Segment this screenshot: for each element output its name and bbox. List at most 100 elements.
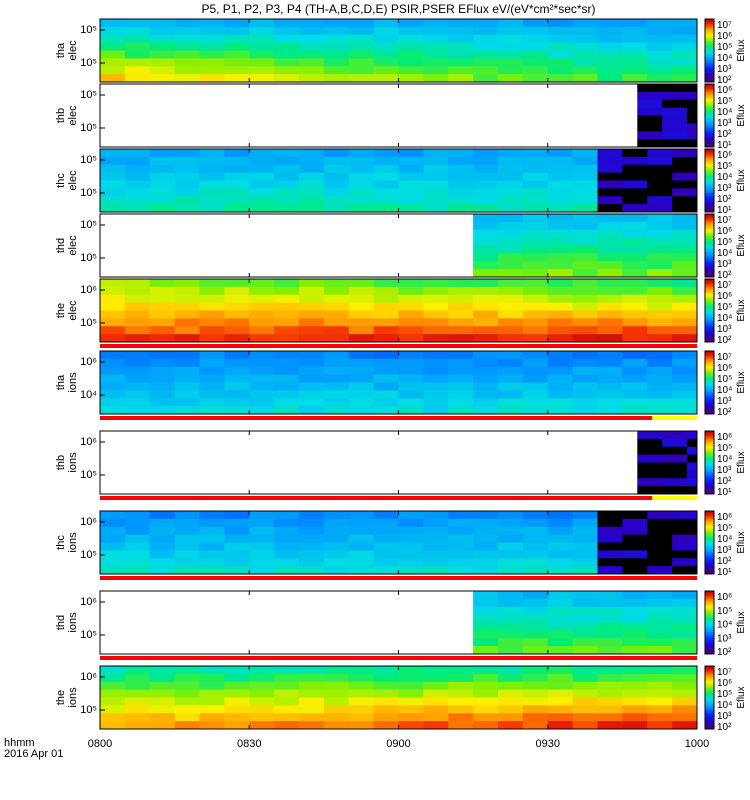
spectrogram-cell [174, 511, 200, 520]
colorbar-tick-label: 10² [717, 647, 732, 658]
colorbar-swatch [705, 688, 714, 691]
spectrogram-cell [473, 542, 499, 551]
spectrogram-cell [348, 66, 375, 75]
spectrogram-cell [149, 666, 176, 675]
spectrogram-cell [398, 550, 424, 559]
colorbar-swatch [705, 518, 714, 521]
spectrogram-cell [199, 149, 225, 158]
colorbar-tick-label: 10⁵ [717, 374, 732, 385]
spectrogram-cell [473, 390, 499, 399]
colorbar-swatch [705, 605, 714, 608]
spectrogram-cell [124, 326, 151, 335]
spectrogram-cell [572, 149, 598, 158]
colorbar-tick-label: 10² [717, 335, 732, 346]
colorbar-swatch [705, 515, 714, 518]
spectrogram-cell [100, 705, 126, 714]
spectrogram-cell [224, 66, 250, 75]
y-tick-label: 10⁵ [80, 89, 97, 101]
spectrogram-cell [572, 302, 598, 311]
spectrogram-cell [348, 50, 375, 59]
y-axis-label-probe: tha [55, 374, 67, 390]
spectrogram-cell [249, 382, 275, 391]
colorbar-tick-label: 10⁴ [717, 454, 732, 465]
spectrogram-cell [448, 74, 474, 83]
colorbar-swatch [705, 326, 714, 329]
spectrogram-cell [622, 19, 648, 28]
spectrogram-cell [423, 366, 449, 376]
spectrogram-cell [174, 204, 200, 213]
colorbar-swatch [705, 702, 714, 705]
colorbar-swatch [705, 708, 714, 711]
spectrogram-cell [498, 689, 524, 698]
colorbar-swatch [705, 191, 714, 194]
spectrogram-cell [224, 164, 250, 174]
spectrogram-cell [373, 188, 399, 197]
spectrogram-cell [398, 542, 424, 551]
spectrogram-cell [473, 374, 499, 383]
colorbar-swatch [705, 321, 714, 324]
figure-title: P5, P1, P2, P3, P4 (TH-A,B,C,D,E) PSIR,P… [201, 2, 596, 16]
spectrogram-cell [672, 713, 698, 722]
colorbar-swatch [705, 264, 714, 267]
spectrogram-cell [398, 382, 424, 391]
colorbar-swatch [705, 492, 714, 495]
colorbar-swatch [705, 437, 714, 440]
colorbar-swatch [705, 61, 714, 64]
spectrogram-cell [423, 705, 449, 714]
spectrogram-cell [547, 511, 574, 520]
colorbar-swatch [705, 445, 714, 448]
spectrogram-cell [498, 705, 524, 714]
spectrogram-cell [398, 50, 424, 59]
spectrogram-cell [672, 598, 698, 608]
spectrogram-cell [647, 172, 673, 181]
spectrogram-cell [448, 334, 474, 343]
colorbar-swatch [705, 380, 714, 383]
spectrogram-cell [348, 374, 375, 383]
spectrogram-cell [448, 279, 474, 288]
spectrogram-cell [662, 478, 688, 487]
spectrogram-cell [274, 180, 300, 189]
spectrogram-cell [224, 526, 250, 536]
spectrogram-cell [423, 74, 449, 83]
colorbar-swatch [705, 75, 714, 78]
spectrogram-cell [672, 50, 698, 59]
colorbar-swatch [705, 37, 714, 40]
spectrogram-cell [249, 326, 275, 335]
spectrogram-cell [448, 511, 474, 520]
y-axis-label-probe: tha [55, 42, 67, 58]
spectrogram-cell [199, 204, 225, 213]
colorbar-tick-label: 10⁵ [717, 606, 732, 617]
colorbar-swatch [705, 30, 714, 32]
spectrogram-cell [672, 74, 698, 83]
spectrogram-cell [124, 74, 151, 83]
spectrogram-cell [547, 164, 574, 174]
spectrogram-cell [274, 66, 300, 75]
colorbar-swatch [705, 302, 714, 305]
spectrogram-cell [224, 74, 250, 83]
spectrogram-cell [473, 358, 499, 368]
colorbar-swatch [705, 449, 714, 452]
spectrogram-cell [199, 382, 225, 391]
spectrogram-cell [473, 310, 499, 319]
spectrogram-cell [522, 149, 549, 158]
spectrogram-cell [473, 630, 499, 639]
spectrogram-cell [637, 131, 663, 140]
spectrogram-cell [124, 58, 151, 67]
spectrogram-cell [473, 326, 499, 335]
y-tick-label: 10⁴ [80, 389, 97, 401]
spectrogram-cell [373, 390, 399, 399]
spectrogram-cell [199, 566, 225, 575]
spectrogram-cell [687, 446, 698, 456]
spectrogram-cell [174, 534, 200, 543]
colorbar-swatch [705, 388, 714, 391]
y-axis-label-probe: thb [55, 108, 67, 123]
colorbar-swatch [705, 399, 714, 402]
spectrogram-cell [522, 558, 549, 567]
spectrogram-cell [498, 681, 524, 691]
colorbar-swatch [705, 47, 714, 50]
spectrogram-cell [373, 318, 399, 327]
colorbar-swatch [705, 285, 714, 288]
spectrogram-cell [522, 34, 549, 44]
colorbar-swatch [705, 467, 714, 470]
spectrogram-cell [249, 334, 275, 343]
